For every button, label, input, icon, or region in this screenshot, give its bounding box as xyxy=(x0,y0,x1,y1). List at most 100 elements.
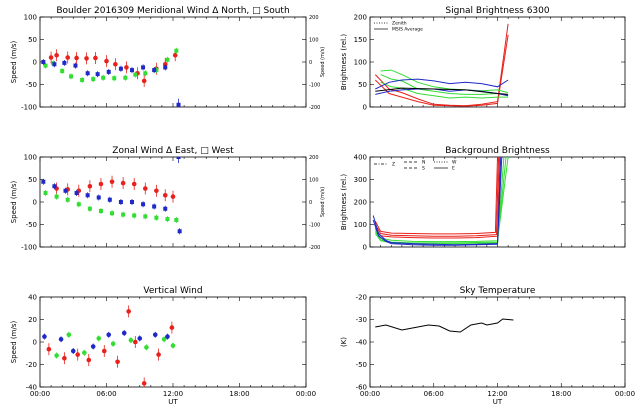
y-axis-label: Brightness (rel.) xyxy=(340,34,348,90)
y-tick-label-right: -100 xyxy=(309,83,320,89)
y-tick-label-right: 200 xyxy=(309,15,319,21)
data-point xyxy=(52,184,57,189)
data-point xyxy=(176,157,181,159)
data-point xyxy=(115,359,120,365)
data-point xyxy=(113,61,118,67)
y-tick-label: -100 xyxy=(21,244,37,252)
data-point xyxy=(144,345,149,350)
data-point xyxy=(172,52,178,58)
series-line xyxy=(372,157,503,246)
x-tick-label: 12:00 xyxy=(163,390,183,398)
y-tick-label: -100 xyxy=(21,104,37,112)
x-tick-label: 06:00 xyxy=(96,390,116,398)
data-point xyxy=(65,55,71,60)
data-point xyxy=(41,179,46,184)
chart-background: Background Brightness 400 300 200 100 0 Bright… xyxy=(340,146,626,252)
data-point xyxy=(42,334,47,339)
y-tick-label: 300 xyxy=(354,176,367,184)
y-tick-label: 50 xyxy=(358,81,367,89)
data-point xyxy=(165,57,170,62)
series-line xyxy=(380,74,509,96)
data-point xyxy=(123,75,128,80)
y-tick-label-right: 100 xyxy=(309,178,319,184)
data-point xyxy=(98,181,104,187)
y-tick-label: 0 xyxy=(33,199,37,207)
data-point xyxy=(106,332,112,338)
data-point xyxy=(101,348,107,354)
data-point xyxy=(161,337,167,342)
legend-label: Z xyxy=(392,162,395,168)
y-axis-label-right: Speed (m/s) xyxy=(320,187,326,217)
data-point xyxy=(165,217,170,222)
data-point xyxy=(152,332,158,338)
data-point xyxy=(70,348,76,354)
data-point xyxy=(170,194,176,199)
series-line xyxy=(374,157,500,237)
y-tick-label: 200 xyxy=(354,14,367,22)
data-point xyxy=(52,62,57,67)
plot-area xyxy=(41,47,181,107)
chart-meridional: Boulder 2016309 Meridional Wind Δ North,… xyxy=(10,6,326,112)
y-tick-label: -40 xyxy=(26,384,37,392)
data-point xyxy=(66,332,72,338)
series-line xyxy=(374,23,509,107)
data-point xyxy=(58,337,64,342)
series-line xyxy=(380,69,509,94)
y-tick-label: -30 xyxy=(356,316,367,324)
y-tick-label: 0 xyxy=(33,339,37,347)
data-point xyxy=(118,66,123,71)
series-line xyxy=(374,157,501,239)
data-point xyxy=(63,188,68,193)
data-point xyxy=(85,71,90,76)
y-tick-label-right: -200 xyxy=(309,245,320,251)
data-point xyxy=(154,215,159,220)
series-line xyxy=(372,157,502,246)
data-point xyxy=(80,78,85,82)
data-point xyxy=(96,336,102,341)
y-axis-label-right: Speed (m/s) xyxy=(320,47,326,77)
y-tick-label: 200 xyxy=(354,199,367,207)
y-tick-label: 100 xyxy=(24,154,37,162)
data-point xyxy=(86,357,92,363)
y-tick-label: -20 xyxy=(26,361,37,369)
data-point xyxy=(177,229,182,234)
y-tick-label-right: 0 xyxy=(309,60,312,66)
data-point xyxy=(69,74,74,79)
y-tick-label: 40 xyxy=(28,294,37,302)
data-point xyxy=(107,197,112,202)
x-axis-label: UT xyxy=(493,398,503,406)
data-point xyxy=(54,194,59,199)
data-point xyxy=(98,209,103,213)
data-point xyxy=(96,195,101,200)
y-tick-label: 100 xyxy=(24,14,37,22)
data-point xyxy=(141,381,147,386)
data-point xyxy=(85,193,90,198)
plot-area xyxy=(374,23,509,107)
y-tick-label: -40 xyxy=(356,339,367,347)
y-axis-label: Speed (m/s) xyxy=(10,321,18,364)
data-point xyxy=(48,55,54,60)
data-point xyxy=(129,68,134,73)
x-tick-label: 18:00 xyxy=(229,390,249,398)
data-point xyxy=(162,192,168,198)
data-point xyxy=(110,211,115,216)
y-tick-label: 150 xyxy=(354,36,367,44)
series-line xyxy=(375,78,509,90)
data-point xyxy=(43,191,48,195)
data-point xyxy=(143,71,148,76)
data-point xyxy=(124,65,129,70)
y-tick-label: 0 xyxy=(363,104,367,112)
data-point xyxy=(154,188,159,194)
data-point xyxy=(163,206,168,211)
chart-title: Background Brightness xyxy=(445,146,550,156)
data-point xyxy=(143,214,148,219)
data-point xyxy=(62,60,67,65)
series-line xyxy=(380,81,509,99)
data-point xyxy=(62,355,67,361)
data-point xyxy=(110,341,116,347)
x-tick-label: 06:00 xyxy=(424,390,444,398)
legend: Z NS WE xyxy=(374,160,457,172)
y-axis-label: Brightness (rel.) xyxy=(340,174,348,230)
data-point xyxy=(93,55,98,61)
